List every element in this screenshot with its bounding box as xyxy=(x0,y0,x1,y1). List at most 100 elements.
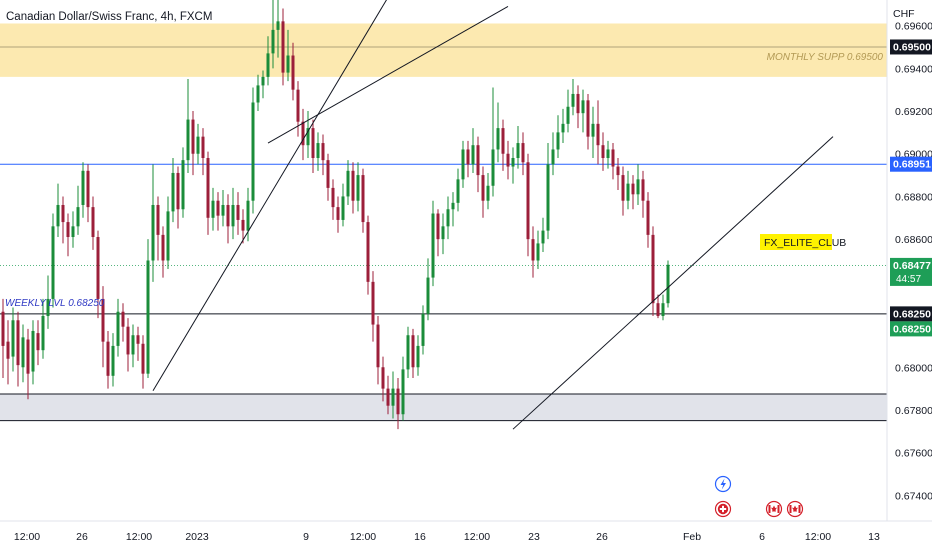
candle xyxy=(151,164,155,282)
candle-body xyxy=(526,162,530,240)
candle-body xyxy=(336,207,340,220)
weekly-lvl-label: WEEKLY LVL 0.68250 xyxy=(5,298,105,309)
candle-body xyxy=(16,320,20,366)
candle xyxy=(406,326,410,378)
lightning-icon[interactable] xyxy=(714,475,732,493)
fx-elite-club-label: FX_ELITE_CLUB xyxy=(764,237,846,249)
candle-body xyxy=(141,343,145,374)
candle-body xyxy=(236,204,240,220)
candle xyxy=(391,371,395,419)
candle-body xyxy=(186,119,190,161)
swiss-flag-event-icon[interactable] xyxy=(714,500,732,518)
candle xyxy=(571,79,575,116)
trendline[interactable] xyxy=(267,5,509,144)
candle xyxy=(361,168,365,233)
price-tick-label: 0.67800 xyxy=(895,405,932,417)
candle xyxy=(331,179,335,220)
candle xyxy=(371,271,375,342)
candle-body xyxy=(411,335,415,368)
candle-body xyxy=(216,200,220,216)
candle-body xyxy=(56,204,60,227)
candle-body xyxy=(506,153,510,167)
candle-body xyxy=(276,21,280,30)
candle-body xyxy=(581,100,585,114)
candle xyxy=(531,226,535,278)
candle xyxy=(71,211,75,248)
candle-body xyxy=(26,339,30,374)
candle-body xyxy=(266,53,270,77)
price-tick-label: 0.68000 xyxy=(895,362,932,374)
candle-body xyxy=(106,341,110,376)
candles-group xyxy=(1,0,670,430)
candle-body xyxy=(566,106,570,124)
candle xyxy=(111,333,115,387)
candle xyxy=(176,166,180,229)
candle-body xyxy=(536,243,540,261)
candle-body xyxy=(606,149,610,159)
candle xyxy=(486,172,490,210)
candle xyxy=(161,226,165,278)
candle-body xyxy=(21,337,25,368)
candle xyxy=(346,160,350,205)
candle xyxy=(311,119,315,173)
candle-body xyxy=(161,234,165,261)
candle xyxy=(191,111,195,176)
trendline[interactable] xyxy=(152,0,403,392)
candle xyxy=(496,102,500,163)
candle xyxy=(656,294,660,319)
candle xyxy=(541,217,545,252)
candle-body xyxy=(591,123,595,137)
candle-body xyxy=(111,345,115,376)
candle xyxy=(436,209,440,257)
canada-flag-event-icon[interactable] xyxy=(765,500,783,518)
time-tick-label: Feb xyxy=(683,531,701,543)
badge-weekly-green-text: 0.68250 xyxy=(893,323,931,335)
candle xyxy=(236,192,240,235)
candle-body xyxy=(371,281,375,325)
candle-body xyxy=(471,145,475,165)
price-tick-label: 0.67400 xyxy=(895,490,932,502)
candle-body xyxy=(641,179,645,201)
candle xyxy=(586,93,590,150)
candle xyxy=(621,166,625,216)
badge-monthly: 0.69500 xyxy=(890,39,932,55)
candle-body xyxy=(406,335,410,370)
candle-body xyxy=(656,303,660,317)
candle-body xyxy=(616,166,620,176)
time-axis-ticks[interactable]: 12:00 26 12:00 2023 9 12:00 16 12:00 23 26 Feb 6 12:… xyxy=(14,531,880,543)
candle-body xyxy=(181,160,185,210)
candle-body xyxy=(396,388,400,415)
candle xyxy=(271,0,275,69)
badge-weekly-black-text: 0.68250 xyxy=(893,308,931,320)
monthly-supply-zone xyxy=(0,23,887,77)
candle-body xyxy=(191,119,195,154)
candle-body xyxy=(331,187,335,208)
candle-body xyxy=(176,172,180,210)
candle xyxy=(461,140,465,188)
candle xyxy=(576,85,580,129)
candle xyxy=(501,119,505,171)
candle-body xyxy=(551,149,555,165)
candle-body xyxy=(401,369,405,415)
candle xyxy=(421,305,425,355)
candle xyxy=(451,192,455,227)
candle xyxy=(1,298,5,378)
candle-body xyxy=(451,202,455,210)
candle xyxy=(51,213,55,308)
candle-body xyxy=(596,123,600,146)
chart-title: Canadian Dollar/Swiss Franc, 4h, FXCM xyxy=(6,11,212,23)
candle xyxy=(366,215,370,295)
candle xyxy=(601,132,605,171)
candle-body xyxy=(81,170,85,205)
candle xyxy=(181,147,185,218)
trendline[interactable] xyxy=(512,136,834,430)
candle xyxy=(141,335,145,389)
candle xyxy=(16,311,20,387)
candle-body xyxy=(501,128,505,154)
candle-body xyxy=(556,132,560,150)
canada-flag-event-icon-2[interactable] xyxy=(786,500,804,518)
candle-body xyxy=(241,219,245,231)
